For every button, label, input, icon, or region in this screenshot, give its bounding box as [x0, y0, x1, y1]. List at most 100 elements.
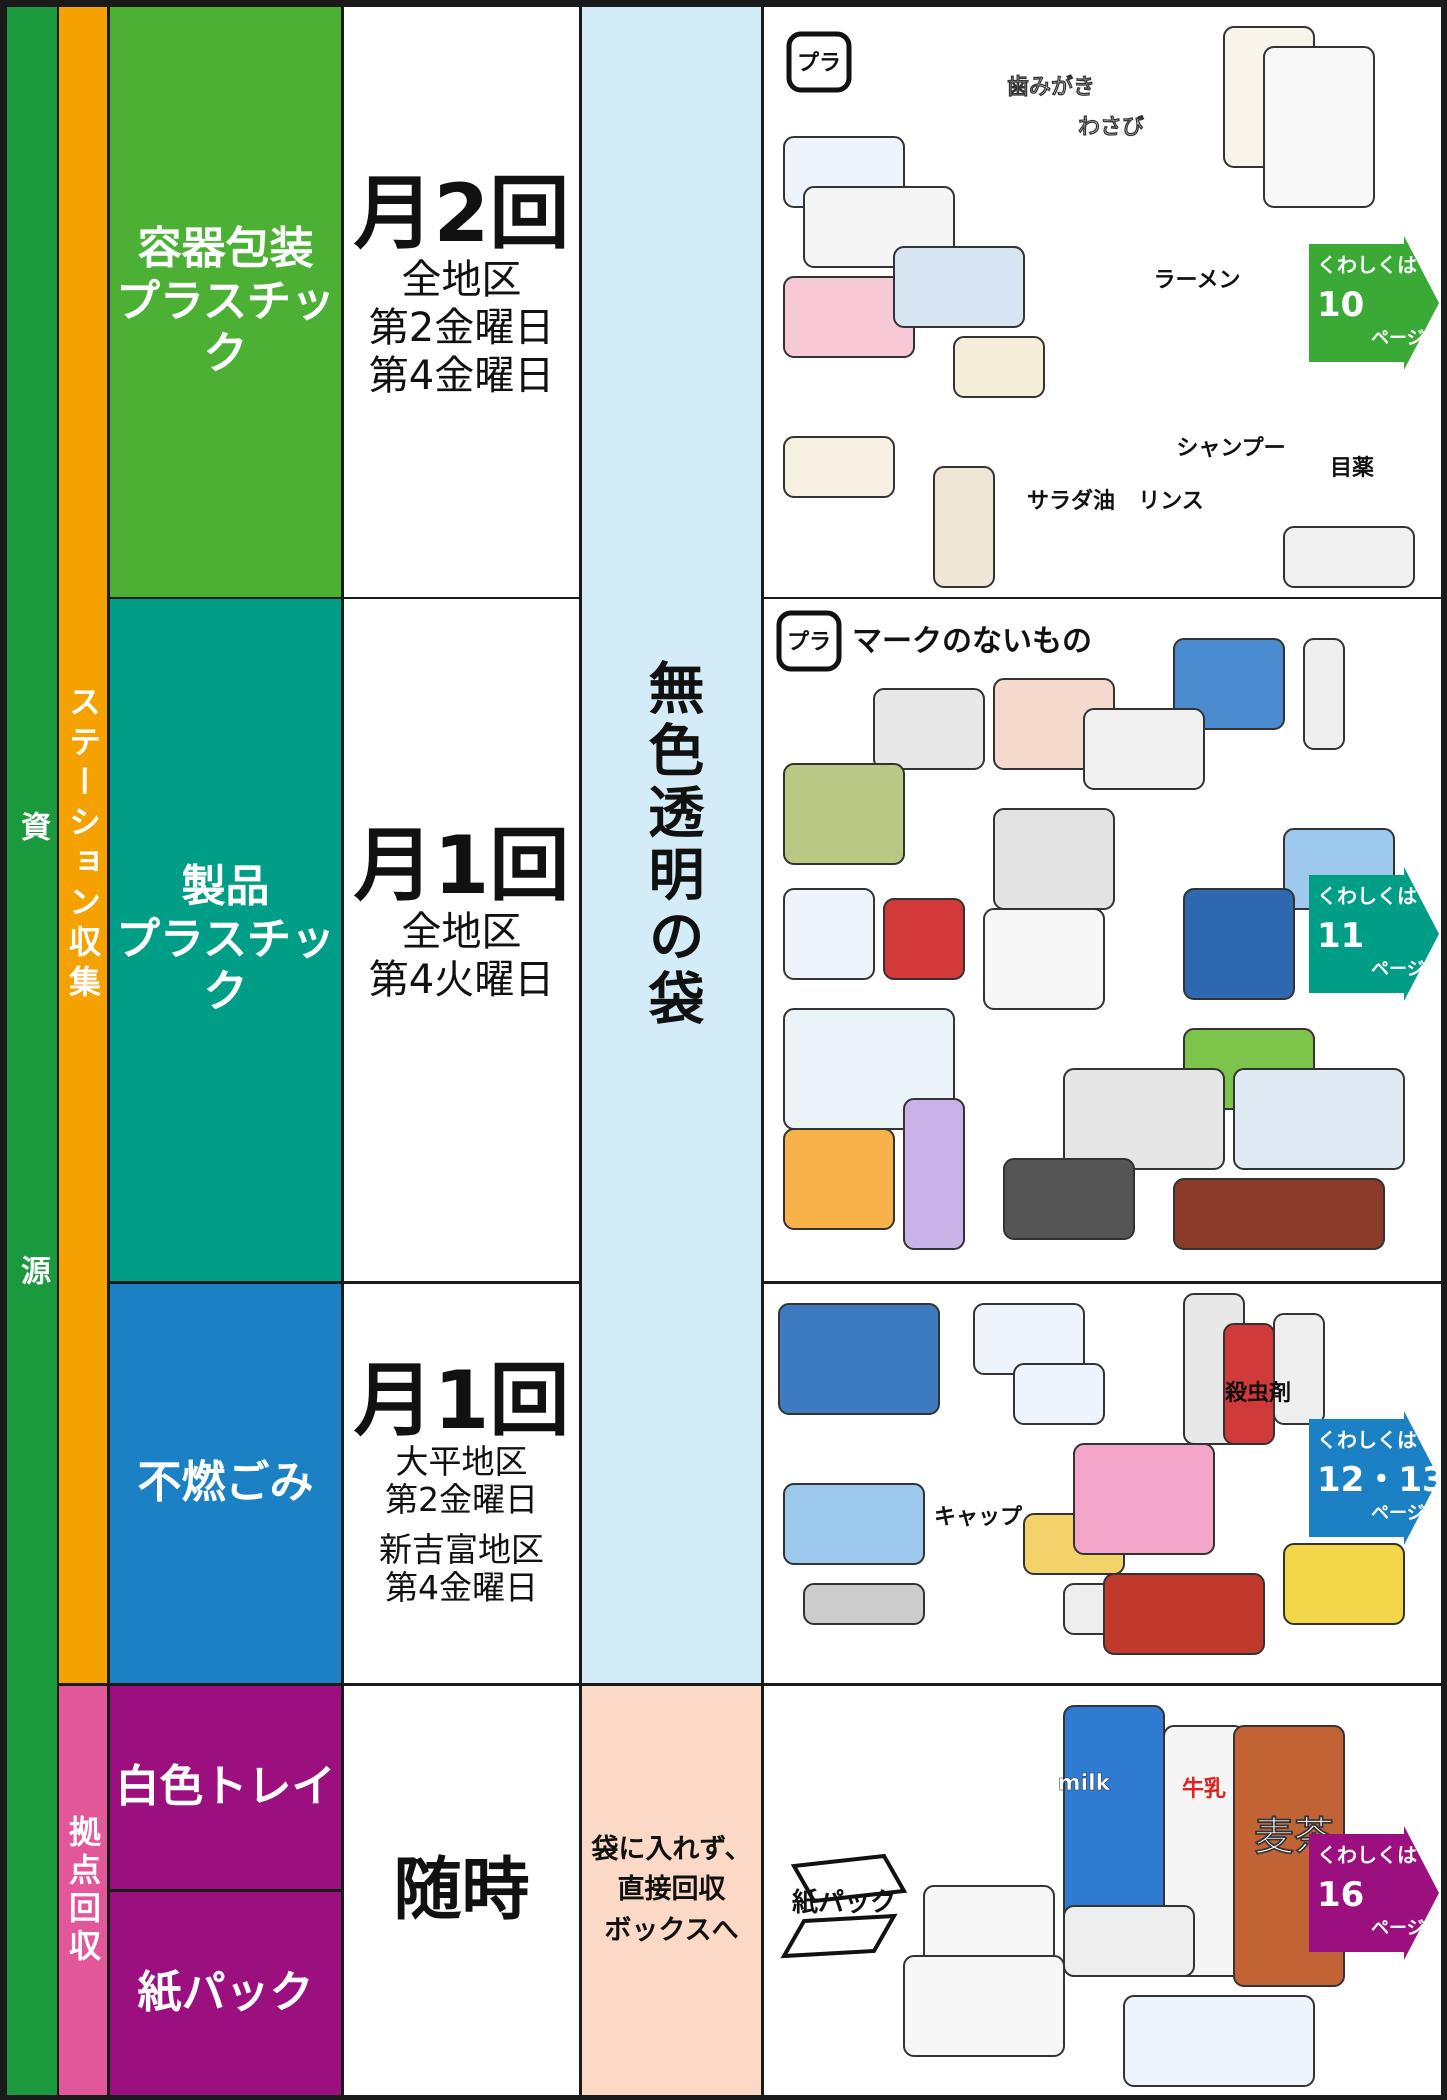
- item-shape: [1283, 1543, 1405, 1625]
- frequency: 月1回: [353, 1354, 570, 1447]
- bag-label: 無色透明の袋: [639, 659, 704, 1031]
- recycle-mark-label: プラ: [787, 630, 831, 655]
- name-cell: 容器包装 プラスチック: [110, 7, 341, 597]
- name-cell: 不燃ごみ: [110, 1284, 341, 1683]
- frequency: 月2回: [353, 167, 570, 260]
- category-name: プラスチック: [115, 913, 336, 1018]
- item-label: 目薬: [1330, 456, 1374, 481]
- schedule-line: 新吉富地区: [379, 1529, 544, 1569]
- page-arrow-page: 16: [1317, 1875, 1364, 1915]
- frequency: 随時: [393, 1850, 530, 1930]
- item-shape: [1073, 1443, 1215, 1555]
- item-shape: [1013, 1363, 1105, 1425]
- item-shape: [783, 763, 905, 865]
- item-shape: [1173, 1178, 1385, 1250]
- item-shape: [983, 908, 1105, 1010]
- item-shape: [933, 466, 995, 588]
- item-shape: [1303, 638, 1345, 750]
- item-shape: [883, 898, 965, 980]
- resource-column: 資 源: [7, 7, 57, 2095]
- mark-note: マークのないもの: [852, 624, 1092, 659]
- frequency: 月1回: [353, 819, 570, 912]
- name-cell: 白色トレイ: [110, 1686, 341, 1889]
- item-shape: [893, 246, 1025, 328]
- depot-name: 紙パック: [137, 1967, 314, 2019]
- item-shape: [1173, 638, 1285, 730]
- item-shape: [903, 1955, 1065, 2057]
- page-arrow-page: 10: [1317, 285, 1364, 325]
- instruction-line: 直接回収: [617, 1874, 726, 1906]
- name-cell: 製品 プラスチック: [110, 599, 341, 1281]
- item-shape: [873, 688, 985, 770]
- item-shape: [783, 1128, 895, 1230]
- depot-name: 白色トレイ: [115, 1761, 336, 1813]
- page-arrow: [1309, 236, 1439, 370]
- item-shape: [783, 888, 875, 980]
- recycle-mark: [786, 31, 852, 93]
- page-arrow-page: 12・13: [1317, 1460, 1441, 1500]
- schedule-line: 全地区: [401, 909, 522, 955]
- category-name: 容器包装: [137, 222, 314, 274]
- item-label: ラーメン: [1153, 268, 1240, 293]
- item-shape: [778, 1303, 940, 1415]
- item-label: 殺虫剤: [1224, 1380, 1291, 1406]
- schedule-line: 第4火曜日: [368, 957, 555, 1003]
- item-shape: [1233, 1068, 1405, 1170]
- item-shape: [1063, 1068, 1225, 1170]
- schedule-line: 大平地区: [395, 1442, 528, 1481]
- page-arrow-lead: くわしくは: [1317, 1428, 1417, 1452]
- recycle-mark-label: プラ: [797, 51, 841, 76]
- page-arrow-lead: くわしくは: [1317, 253, 1417, 277]
- item-shape: [923, 1885, 1055, 1967]
- station-column: ステーション収集: [59, 7, 107, 1683]
- instruction-cell: 袋に入れず、 直接回収 ボックスへ: [582, 1686, 761, 2095]
- page-arrow: [1309, 1411, 1439, 1545]
- category-name: 製品: [181, 860, 270, 912]
- item-shape: [1103, 1573, 1265, 1655]
- page-arrow-unit: ページ: [1371, 1503, 1425, 1524]
- item-shape: [803, 1583, 925, 1625]
- schedule-line: 第4金曜日: [385, 1567, 538, 1607]
- schedule-line: 第2金曜日: [385, 1479, 538, 1519]
- schedule-cell: 月1回 全地区 第4火曜日: [344, 599, 579, 1281]
- item-shape: [1063, 1905, 1195, 1977]
- carton-mark: [780, 1853, 908, 1959]
- item-label: キャップ: [934, 1505, 1023, 1530]
- item-shape: [1183, 888, 1295, 1000]
- item-label: 牛乳: [1182, 1776, 1226, 1802]
- item-shape: [783, 1483, 925, 1565]
- item-shape: [1263, 46, 1375, 208]
- recycle-mark: [776, 610, 842, 672]
- depot-column: 拠点回収: [59, 1686, 107, 2095]
- item-shape: [1083, 708, 1205, 790]
- item-label: milk: [1058, 1771, 1112, 1796]
- page-arrow-unit: ページ: [1371, 328, 1425, 349]
- item-shape: [1273, 1313, 1325, 1425]
- item-label: リンス: [1138, 489, 1204, 514]
- item-shape: [783, 436, 895, 498]
- schedule-line: 全地区: [401, 257, 522, 303]
- page-arrow-lead: くわしくは: [1317, 1843, 1417, 1867]
- resource-label: 資: [15, 811, 50, 847]
- page-arrow: [1309, 867, 1439, 1001]
- item-label: サラダ油: [1027, 488, 1115, 514]
- depot-label: 拠点回収: [64, 1814, 102, 1967]
- station-label: ステーション収集: [64, 685, 102, 1005]
- schedule-cell: 随時: [344, 1686, 579, 2095]
- page-arrow-lead: くわしくは: [1317, 884, 1417, 908]
- schedule-line: 第2金曜日: [368, 305, 555, 351]
- schedule-line: 第4金曜日: [368, 353, 555, 399]
- page-arrow: [1309, 1826, 1439, 1960]
- item-shape: [903, 1098, 965, 1250]
- page-arrow-page: 11: [1317, 916, 1364, 956]
- carton-mark-label: 紙パック: [792, 1887, 896, 1918]
- item-label: シャンプー: [1176, 436, 1285, 461]
- category-name: プラスチック: [115, 275, 336, 380]
- name-cell: 紙パック: [110, 1892, 341, 2095]
- item-label: わさび: [1078, 115, 1144, 140]
